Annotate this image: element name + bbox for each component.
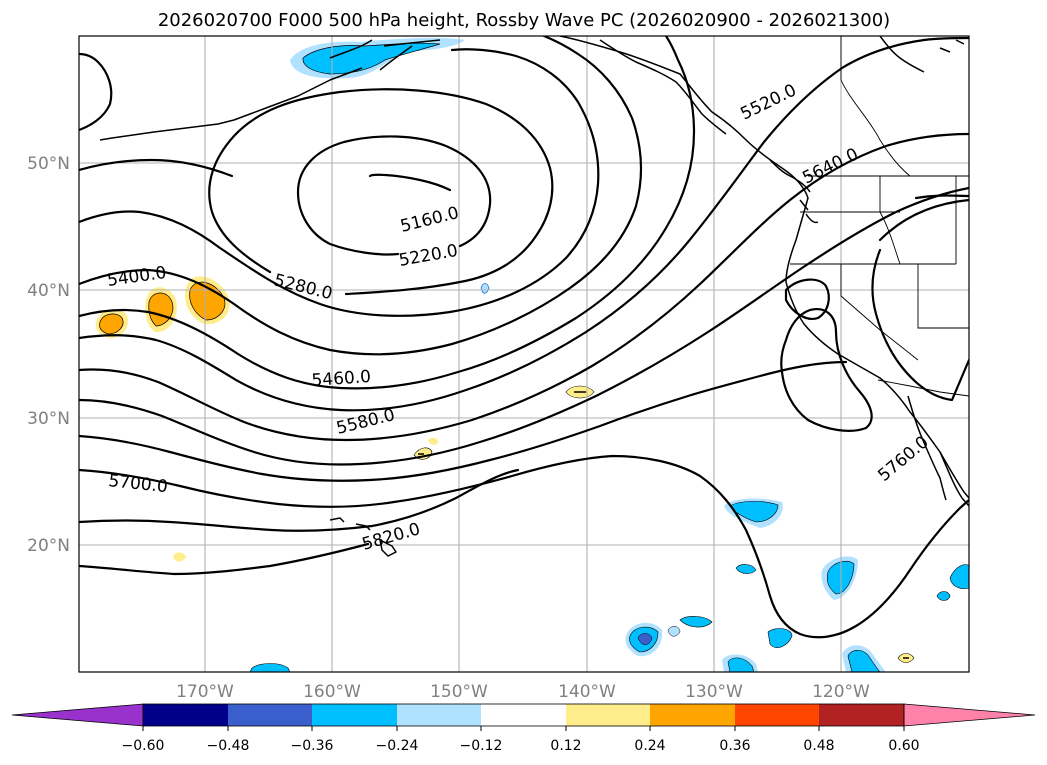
lat-label-40n: 40°N — [27, 281, 70, 301]
colorbar-tick-labels: −0.60 −0.48 −0.36 −0.24 −0.12 0.12 0.24 … — [122, 738, 920, 754]
colorbar-tick-label: 0.48 — [803, 738, 834, 754]
colorbar-tick-label: 0.60 — [888, 738, 919, 754]
lat-label-20n: 20°N — [27, 536, 70, 556]
negative-anomaly-9 — [767, 628, 793, 648]
coastline-baja — [907, 395, 947, 501]
colorbar-segment-3 — [312, 704, 397, 726]
colorbar-segment-5 — [481, 704, 566, 726]
negative-anomaly-2 — [735, 564, 757, 574]
lon-label-120w: 120°W — [812, 682, 870, 702]
border-state-nv-az — [917, 264, 969, 329]
lon-label-140w: 140°W — [558, 682, 616, 702]
colorbar-ticks — [142, 726, 905, 731]
latitude-labels: 50°N 40°N 30°N 20°N — [27, 154, 70, 556]
height-contours — [79, 36, 969, 639]
colorbar-tick-label: −0.24 — [376, 738, 419, 754]
negative-anomaly-13 — [480, 283, 490, 294]
coastlines — [99, 36, 969, 659]
longitude-labels: 170°W 160°W 150°W 140°W 130°W 120°W — [176, 682, 870, 702]
lat-label-30n: 30°N — [27, 409, 70, 429]
contour-5160 — [368, 173, 452, 192]
coastline-north-bc — [879, 36, 965, 73]
colorbar-tick-label: 0.12 — [550, 738, 581, 754]
contour-5220 — [296, 135, 492, 256]
negative-anomaly-10-core — [727, 657, 755, 672]
colorbar-tick-label: −0.12 — [460, 738, 503, 754]
border-state-id — [879, 176, 901, 265]
negative-anomaly-6-dark — [637, 633, 653, 645]
coastline-aleutians — [99, 67, 363, 141]
colorbar-segment-9 — [819, 704, 904, 726]
negative-anomaly-11-core — [847, 649, 881, 672]
colorbar-segment-6 — [566, 704, 650, 726]
colorbar-extend-max — [903, 703, 1036, 727]
lon-label-160w: 160°W — [303, 682, 361, 702]
colorbar-segment-8 — [735, 704, 819, 726]
colorbar-tick-label: 0.36 — [719, 738, 750, 754]
colorbar-segment-7 — [650, 704, 735, 726]
colorbar-tick-label: −0.48 — [207, 738, 250, 754]
contour-5280-b — [79, 158, 234, 178]
contour-5760 — [79, 454, 969, 639]
negative-anomaly-12 — [249, 663, 291, 672]
colorbar-segment-4 — [397, 704, 481, 726]
lat-label-50n: 50°N — [27, 154, 70, 174]
lon-label-170w: 170°W — [176, 682, 234, 702]
colorbar-tick-label: −0.60 — [122, 738, 165, 754]
positive-anomaly-7 — [173, 552, 186, 562]
contour-5700 — [79, 360, 848, 482]
colorbar-segment-2 — [228, 704, 312, 726]
contour-5520 — [79, 36, 969, 412]
coastline-alaska — [329, 36, 969, 499]
contour-5280-a — [208, 88, 554, 296]
colorbar: −0.60 −0.48 −0.36 −0.24 −0.12 0.12 0.24 … — [11, 703, 1036, 754]
figure-title: 2026020700 F000 500 hPa height, Rossby W… — [158, 10, 890, 31]
contour-5820 — [79, 468, 520, 532]
graticule — [79, 36, 969, 672]
contour-loop-nw — [79, 52, 113, 132]
coastline-alaska-gulf — [599, 39, 727, 135]
positive-anomaly-1-core — [99, 313, 124, 335]
contour-5400 — [79, 36, 643, 356]
positive-anomaly-6 — [428, 437, 438, 445]
border-state-ca-nv — [840, 264, 919, 361]
coastline-islands-bc — [769, 159, 819, 224]
colorbar-segment-1 — [143, 704, 228, 726]
contour-5640 — [79, 186, 969, 466]
negative-anomaly-8 — [679, 616, 713, 628]
colorbar-frame — [142, 703, 905, 727]
contour-east — [871, 194, 969, 402]
map-frame — [78, 35, 970, 673]
negative-anomaly-7 — [667, 626, 681, 637]
contour-5580 — [79, 132, 969, 442]
contour-ca-loop — [784, 278, 830, 320]
coastline-mexico — [939, 451, 969, 507]
negative-anomaly-1-core — [729, 501, 779, 523]
negative-anomaly-5 — [936, 591, 951, 601]
contour-5880 — [79, 542, 370, 576]
contour-ridge-loop — [780, 308, 873, 432]
lon-label-150w: 150°W — [430, 682, 488, 702]
lon-label-130w: 130°W — [685, 682, 743, 702]
colorbar-extend-min — [11, 703, 144, 727]
contour-label-5460: 5460.0 — [311, 367, 372, 391]
contour-5460 — [79, 36, 696, 390]
border-alaska-canada — [840, 36, 911, 177]
contour-5340 — [79, 48, 600, 317]
negative-anomaly-4 — [949, 564, 969, 589]
map-area — [79, 36, 969, 672]
colorbar-tick-label: 0.24 — [634, 738, 665, 754]
colorbar-tick-label: −0.36 — [291, 738, 334, 754]
